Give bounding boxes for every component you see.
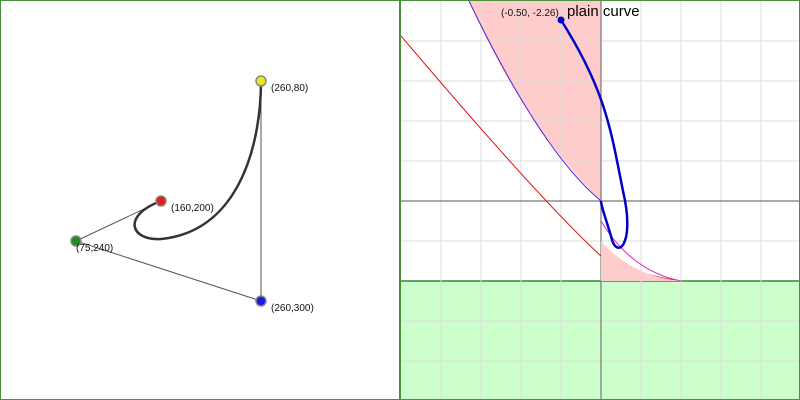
control-point-p1-label: (160,200) [171,203,214,214]
control-point-p2[interactable]: (260,80) [255,75,308,94]
band-tail-edge [600,220,682,282]
control-point-p2-label: (260,80) [271,83,308,94]
curve-plot-svg[interactable]: (-0.50, -2.26) plain curve [401,1,800,400]
curve-start-point[interactable] [557,16,565,24]
control-point-p0-handle[interactable] [70,235,82,247]
control-point-p1-handle[interactable] [155,195,167,207]
bezier-curve [133,80,263,241]
bezier-editor-svg[interactable]: (75,240) (160,200) (260,80) (260,300) [1,1,399,399]
curve-plot-panel[interactable]: (-0.50, -2.26) plain curve [400,0,800,400]
control-point-p0[interactable]: (75,240) [70,235,113,254]
control-point-p0-label: (75,240) [76,243,113,254]
curve-point-label: (-0.50, -2.26) [501,8,559,19]
control-point-p3[interactable]: (260,300) [255,295,314,314]
bezier-editor-panel[interactable]: (75,240) (160,200) (260,80) (260,300) [0,0,400,400]
lower-filled-region [401,281,799,399]
control-line-p0-p3 [75,240,262,302]
control-point-p3-handle[interactable] [255,295,267,307]
curve-name-label: plain curve [567,3,640,20]
upper-filled-band [401,1,601,201]
plain-curve [559,19,629,249]
upper-band-edge [468,1,602,202]
control-point-p2-handle[interactable] [255,75,267,87]
band-tail-fill [601,241,681,281]
control-point-p1[interactable]: (160,200) [155,195,214,214]
control-point-p3-label: (260,300) [271,303,314,314]
